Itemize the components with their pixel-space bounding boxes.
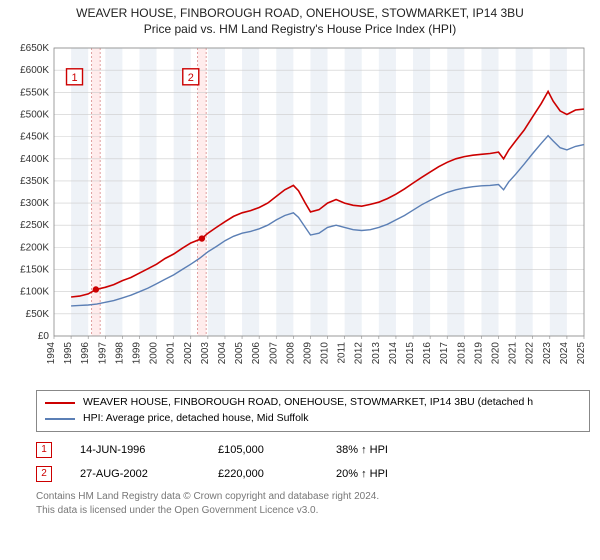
svg-text:£150K: £150K: [20, 265, 49, 276]
annotation-row: 1 14-JUN-1996 £105,000 38% ↑ HPI: [36, 442, 590, 458]
svg-text:£200K: £200K: [20, 242, 49, 253]
title-line-1: WEAVER HOUSE, FINBOROUGH ROAD, ONEHOUSE,…: [8, 6, 592, 20]
annotation-price: £105,000: [218, 444, 308, 456]
svg-text:2012: 2012: [354, 342, 365, 365]
annotation-marker-icon: 1: [36, 442, 52, 458]
title-line-2: Price paid vs. HM Land Registry's House …: [8, 22, 592, 36]
svg-text:1999: 1999: [131, 342, 142, 365]
svg-text:2: 2: [188, 72, 194, 84]
svg-text:£50K: £50K: [26, 309, 50, 320]
svg-text:2014: 2014: [388, 342, 399, 365]
svg-text:2002: 2002: [183, 342, 194, 365]
svg-text:1996: 1996: [80, 342, 91, 365]
legend: WEAVER HOUSE, FINBOROUGH ROAD, ONEHOUSE,…: [36, 390, 590, 432]
legend-label: WEAVER HOUSE, FINBOROUGH ROAD, ONEHOUSE,…: [83, 395, 533, 411]
svg-text:2013: 2013: [371, 342, 382, 365]
svg-text:2003: 2003: [200, 342, 211, 365]
attribution-line: Contains HM Land Registry data © Crown c…: [36, 490, 590, 504]
svg-text:2018: 2018: [456, 342, 467, 365]
svg-text:1997: 1997: [97, 342, 108, 365]
svg-text:2019: 2019: [473, 342, 484, 365]
svg-text:£650K: £650K: [20, 43, 49, 54]
attribution-line: This data is licensed under the Open Gov…: [36, 504, 590, 518]
svg-text:2001: 2001: [166, 342, 177, 365]
annotation-row: 2 27-AUG-2002 £220,000 20% ↑ HPI: [36, 466, 590, 482]
svg-text:1995: 1995: [63, 342, 74, 365]
annotation-table: 1 14-JUN-1996 £105,000 38% ↑ HPI 2 27-AU…: [36, 442, 590, 482]
svg-text:£300K: £300K: [20, 198, 49, 209]
annotation-marker-icon: 2: [36, 466, 52, 482]
svg-text:2021: 2021: [508, 342, 519, 365]
svg-text:1998: 1998: [114, 342, 125, 365]
svg-text:£450K: £450K: [20, 132, 49, 143]
legend-swatch: [45, 418, 75, 420]
annotation-date: 14-JUN-1996: [80, 444, 190, 456]
legend-swatch: [45, 402, 75, 404]
svg-text:£500K: £500K: [20, 109, 49, 120]
svg-text:£100K: £100K: [20, 287, 49, 298]
legend-item: WEAVER HOUSE, FINBOROUGH ROAD, ONEHOUSE,…: [45, 395, 581, 411]
chart-container: WEAVER HOUSE, FINBOROUGH ROAD, ONEHOUSE,…: [0, 0, 600, 518]
svg-text:£350K: £350K: [20, 176, 49, 187]
svg-text:£0: £0: [38, 331, 50, 342]
annotation-price: £220,000: [218, 468, 308, 480]
svg-text:2024: 2024: [559, 342, 570, 365]
svg-text:£400K: £400K: [20, 154, 49, 165]
svg-text:2009: 2009: [302, 342, 313, 365]
svg-text:2016: 2016: [422, 342, 433, 365]
attribution: Contains HM Land Registry data © Crown c…: [36, 490, 590, 518]
svg-text:2023: 2023: [542, 342, 553, 365]
svg-text:2017: 2017: [439, 342, 450, 365]
annotation-pct: 38% ↑ HPI: [336, 444, 456, 456]
svg-text:2006: 2006: [251, 342, 262, 365]
svg-text:2005: 2005: [234, 342, 245, 365]
chart-titles: WEAVER HOUSE, FINBOROUGH ROAD, ONEHOUSE,…: [0, 0, 600, 38]
svg-text:1994: 1994: [46, 342, 57, 365]
svg-text:1: 1: [71, 72, 77, 84]
svg-text:2022: 2022: [525, 342, 536, 365]
plot-area: £0 £50K £100K £150K £200K £250K £300K £350K £400…: [10, 42, 590, 382]
svg-text:2000: 2000: [149, 342, 160, 365]
legend-label: HPI: Average price, detached house, Mid …: [83, 411, 309, 427]
svg-text:2015: 2015: [405, 342, 416, 365]
annotation-date: 27-AUG-2002: [80, 468, 190, 480]
svg-text:£550K: £550K: [20, 87, 49, 98]
svg-text:2010: 2010: [320, 342, 331, 365]
legend-item: HPI: Average price, detached house, Mid …: [45, 411, 581, 427]
svg-text:2008: 2008: [285, 342, 296, 365]
chart-svg: £0 £50K £100K £150K £200K £250K £300K £350K £400…: [10, 42, 590, 382]
svg-text:£600K: £600K: [20, 65, 49, 76]
svg-text:2007: 2007: [268, 342, 279, 365]
svg-text:2011: 2011: [337, 342, 348, 364]
annotation-pct: 20% ↑ HPI: [336, 468, 456, 480]
svg-text:2020: 2020: [491, 342, 502, 365]
svg-text:£250K: £250K: [20, 220, 49, 231]
svg-text:2004: 2004: [217, 342, 228, 365]
svg-text:2025: 2025: [576, 342, 587, 365]
